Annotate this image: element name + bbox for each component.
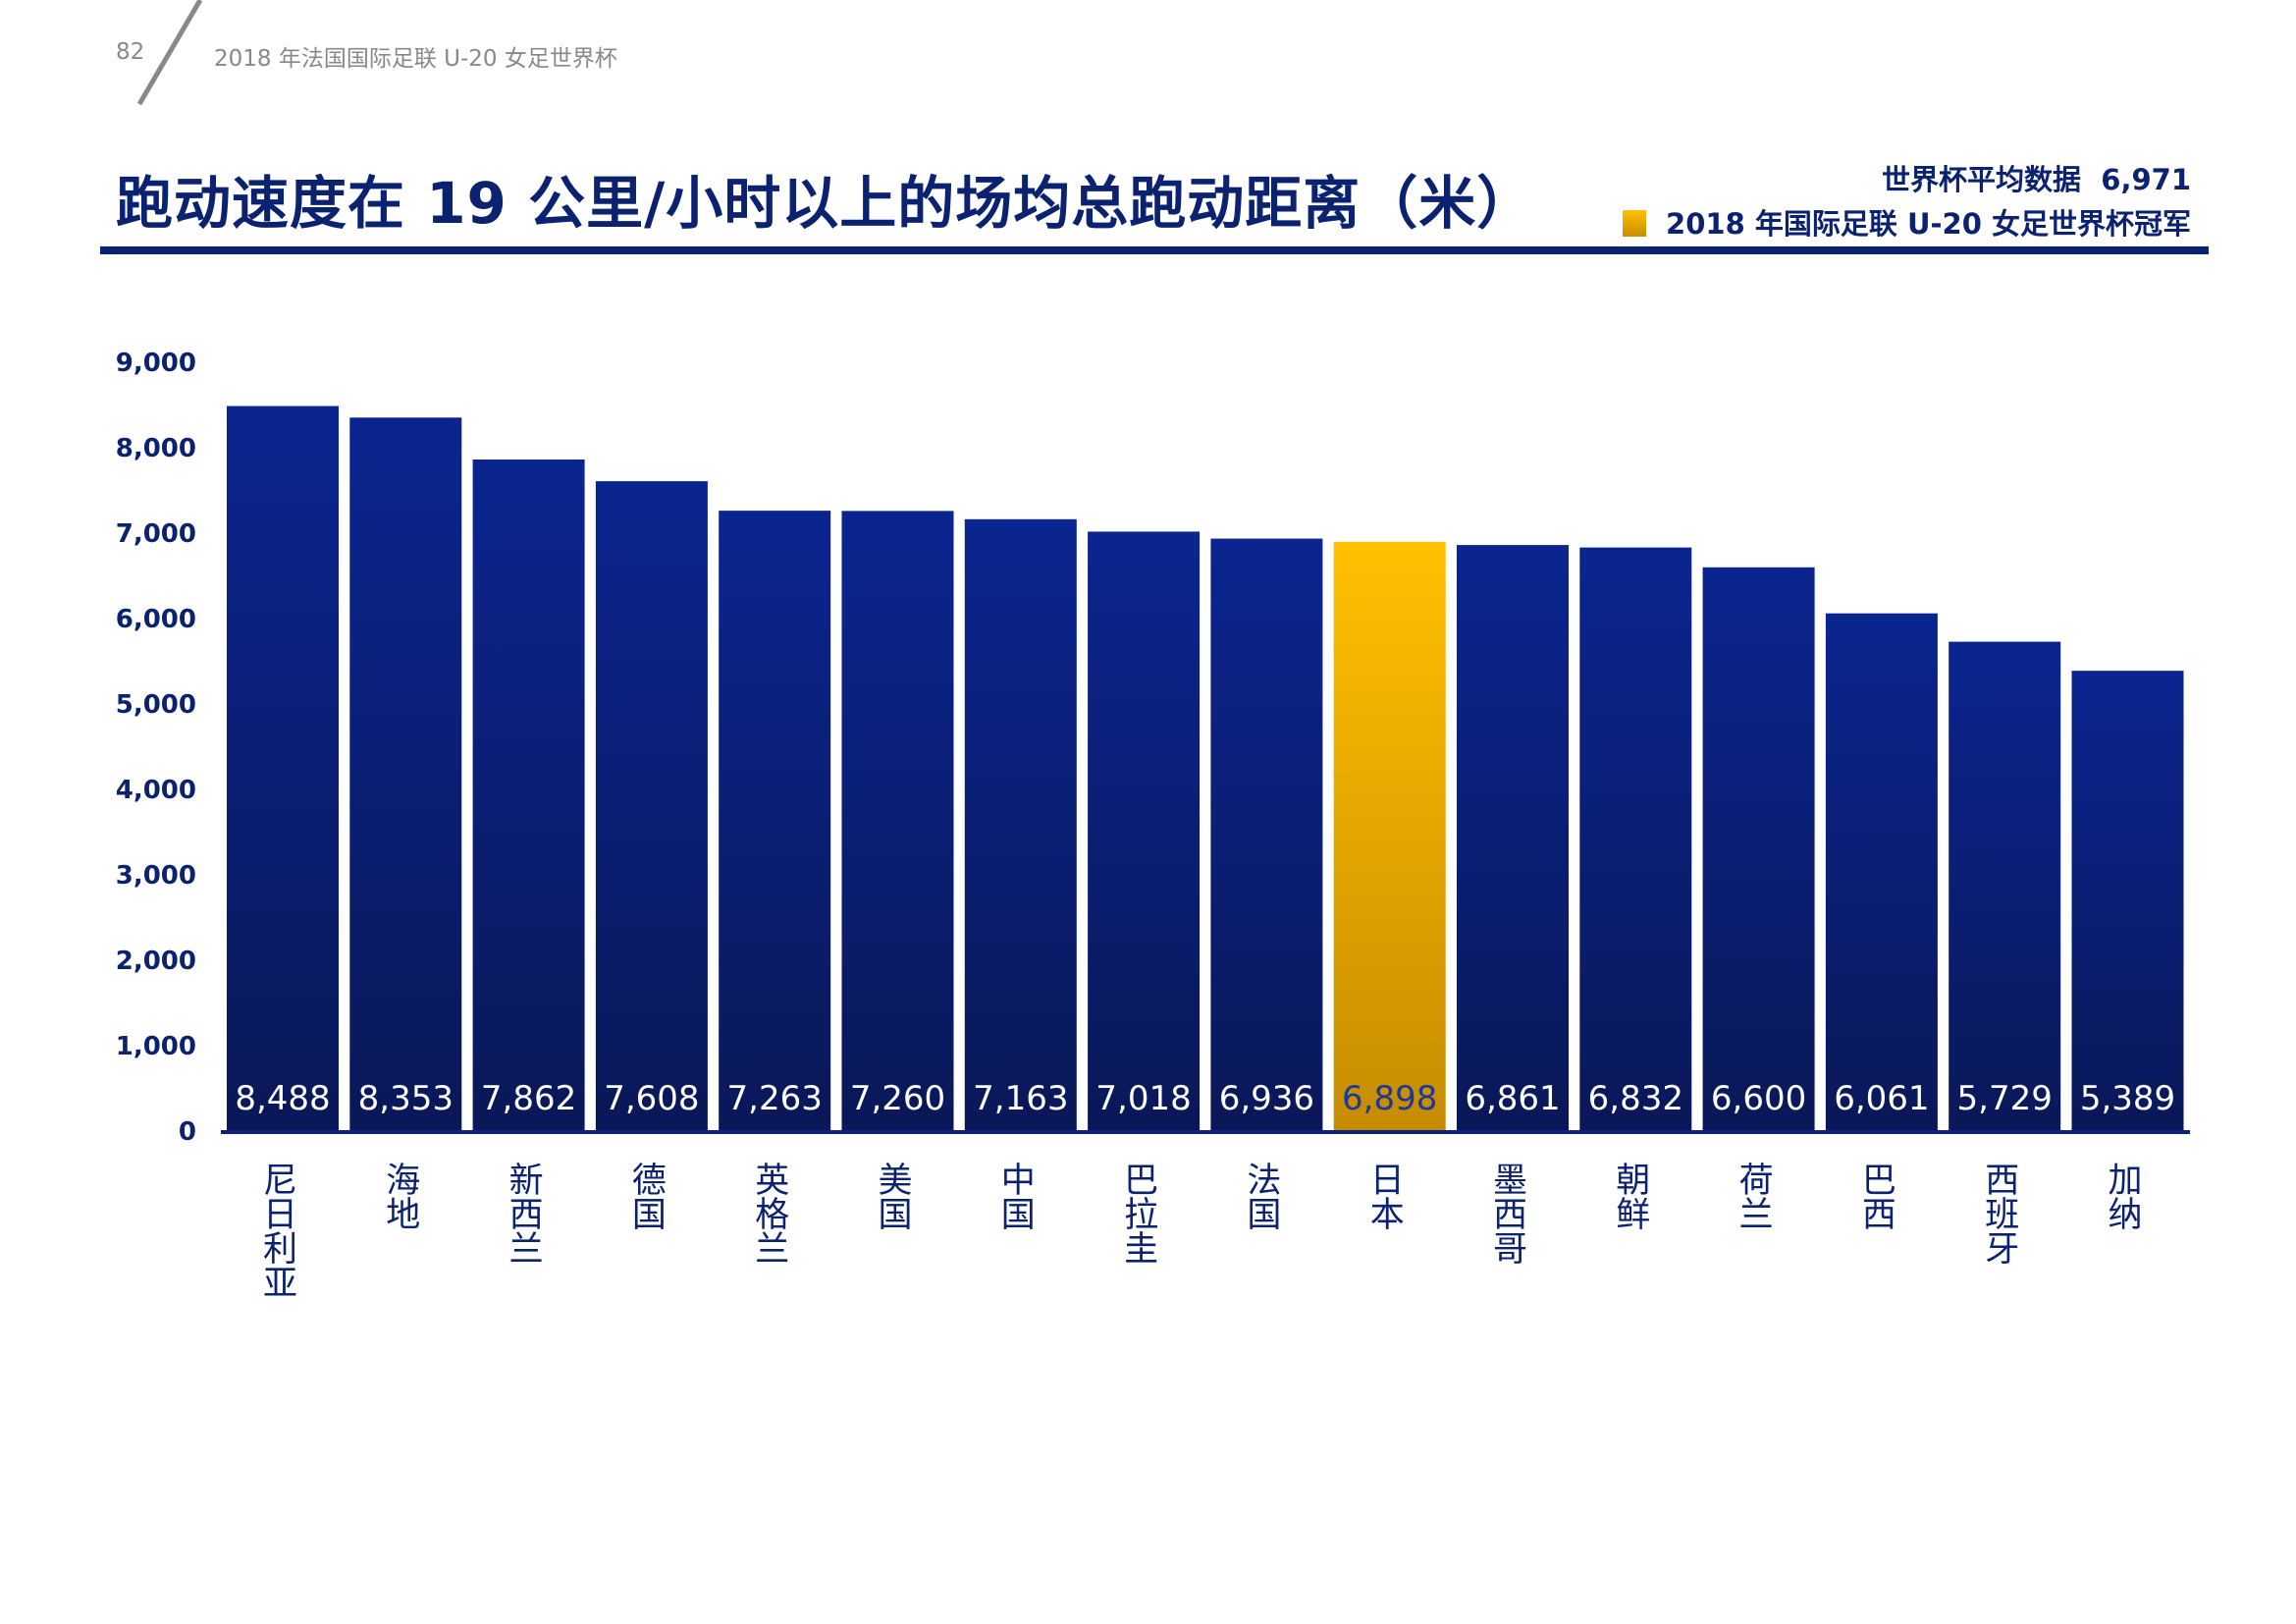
bar-5 <box>841 511 954 1131</box>
y-tick-label: 7,000 <box>116 519 196 549</box>
y-tick-label: 4,000 <box>116 776 196 805</box>
value-label: 6,061 <box>1834 1079 1929 1118</box>
x-tick-label: 巴拉圭 <box>1118 1162 1158 1265</box>
bar-15 <box>2071 671 2184 1131</box>
value-label: 6,936 <box>1219 1079 1314 1118</box>
value-label: 7,018 <box>1095 1079 1191 1118</box>
value-label: 6,861 <box>1465 1079 1560 1118</box>
legend-champion: 2018 年国际足联 U-20 女足世界杯冠军 <box>1623 201 2191 243</box>
x-tick-label: 西班牙 <box>1979 1162 2019 1265</box>
chart-title: 跑动速度在 19 公里/小时以上的场均总跑动距离（米） <box>116 170 1535 237</box>
x-tick-label: 新西兰 <box>503 1162 543 1265</box>
value-label: 8,488 <box>235 1079 330 1118</box>
x-tick-label: 英格兰 <box>749 1162 789 1265</box>
bar-12 <box>1702 567 1815 1131</box>
y-tick-label: 1,000 <box>116 1032 196 1061</box>
header-slash <box>136 0 203 106</box>
title-rule <box>100 246 2209 254</box>
x-tick-label: 加纳 <box>2102 1162 2142 1230</box>
value-label: 7,163 <box>973 1079 1068 1118</box>
legend-swatch <box>1623 210 1647 237</box>
bar-2 <box>472 460 585 1132</box>
y-tick-label: 9,000 <box>116 349 196 378</box>
value-label: 6,600 <box>1711 1079 1806 1118</box>
y-tick-label: 3,000 <box>116 861 196 891</box>
value-label: 7,862 <box>481 1079 576 1118</box>
bar-8 <box>1210 538 1323 1131</box>
value-label: 7,608 <box>604 1079 699 1118</box>
value-label: 5,389 <box>2080 1079 2175 1118</box>
value-label: 7,260 <box>850 1079 945 1118</box>
y-tick-label: 0 <box>179 1117 196 1147</box>
bar-14 <box>1949 641 2061 1131</box>
bar-9 <box>1333 541 1446 1131</box>
bar-0 <box>227 406 339 1131</box>
bar-1 <box>349 417 462 1131</box>
y-tick-label: 2,000 <box>116 947 196 976</box>
x-tick-label: 巴西 <box>1855 1162 1896 1230</box>
value-label: 7,263 <box>727 1079 823 1118</box>
x-tick-label: 中国 <box>994 1162 1035 1230</box>
x-tick-label: 荷兰 <box>1733 1162 1773 1230</box>
doc-title: 2018 年法国国际足联 U-20 女足世界杯 <box>214 46 617 72</box>
legend-average: 世界杯平均数据 6,971 <box>1882 157 2191 198</box>
x-tick-label: 尼日利亚 <box>257 1162 296 1299</box>
x-tick-label: 墨西哥 <box>1487 1162 1526 1265</box>
value-label: 8,353 <box>358 1079 454 1118</box>
x-tick-label: 海地 <box>380 1162 420 1230</box>
bar-13 <box>1825 613 1938 1131</box>
legend-average-value: 6,971 <box>2101 163 2191 196</box>
x-tick-label: 德国 <box>625 1162 666 1230</box>
bar-10 <box>1457 545 1569 1131</box>
legend-champion-label: 2018 年国际足联 U-20 女足世界杯冠军 <box>1666 207 2191 241</box>
bar-6 <box>964 518 1077 1131</box>
bar-11 <box>1579 547 1692 1131</box>
value-label: 6,832 <box>1588 1079 1683 1118</box>
x-tick-label: 日本 <box>1363 1162 1404 1230</box>
bar-3 <box>595 481 708 1131</box>
x-tick-label: 朝鲜 <box>1610 1162 1650 1230</box>
bar-4 <box>719 511 831 1131</box>
legend-average-label: 世界杯平均数据 <box>1882 163 2082 196</box>
y-tick-label: 8,000 <box>116 434 196 463</box>
page-number: 82 <box>116 39 145 65</box>
x-tick-label: 美国 <box>872 1162 912 1230</box>
y-tick-label: 5,000 <box>116 690 196 720</box>
value-label: 6,898 <box>1342 1079 1437 1118</box>
x-tick-label: 法国 <box>1241 1162 1281 1230</box>
bar-7 <box>1088 531 1201 1131</box>
y-tick-label: 6,000 <box>116 605 196 634</box>
value-label: 5,729 <box>1957 1079 2053 1118</box>
